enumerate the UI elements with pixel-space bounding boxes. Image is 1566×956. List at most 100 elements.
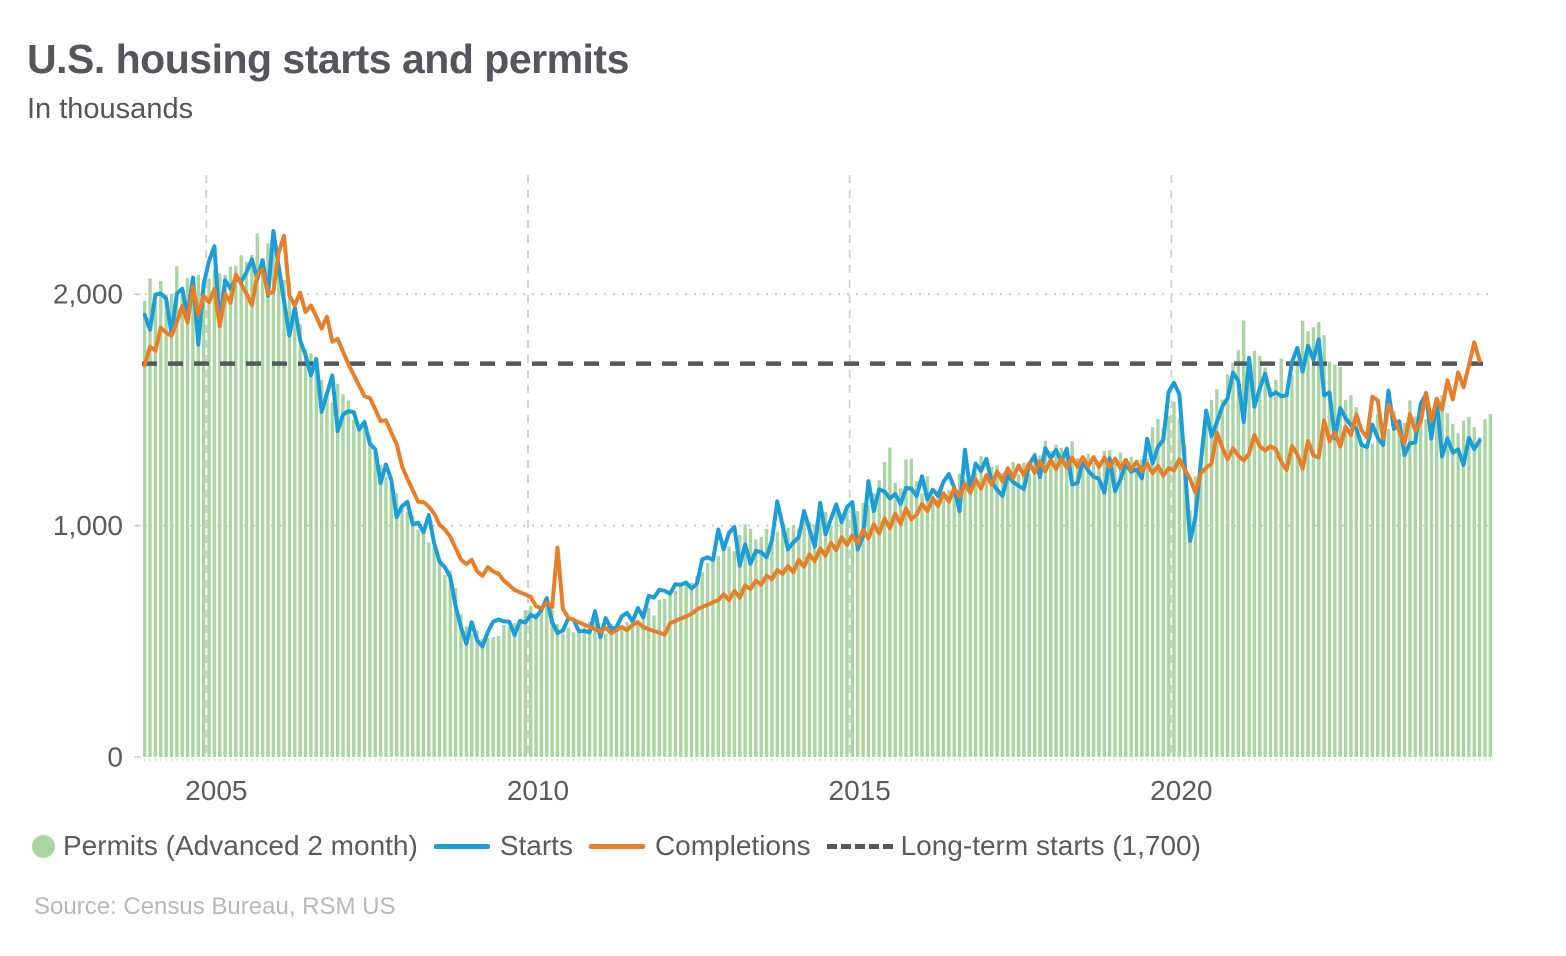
permits-bar — [389, 484, 393, 757]
permits-bar — [1488, 414, 1492, 757]
permits-bar — [394, 493, 399, 757]
permits-bar — [228, 266, 233, 757]
permits-bar — [416, 529, 420, 757]
permits-bar — [314, 360, 318, 757]
permits-bar — [1317, 322, 1321, 757]
permits-bar — [260, 259, 265, 757]
permits-bar — [1006, 466, 1010, 757]
permits-bar — [968, 475, 972, 757]
permits-bar — [1343, 400, 1348, 757]
permits-bar — [1333, 364, 1337, 757]
permits-bar — [1472, 427, 1476, 757]
permits-bar — [604, 633, 608, 757]
permits-bar — [1402, 423, 1407, 757]
permits-bar — [180, 294, 184, 757]
permits-bar — [1145, 458, 1149, 757]
permits-bar — [898, 488, 903, 757]
permits-bar — [1365, 447, 1369, 757]
permits-bar — [1016, 474, 1021, 757]
permits-bar — [1108, 450, 1112, 757]
permits-bar — [748, 529, 753, 757]
permits-bar — [764, 529, 769, 757]
permits-bar — [357, 431, 361, 757]
legend-label-longterm: Long-term starts (1,700) — [900, 830, 1201, 861]
permits-bar — [1102, 451, 1106, 757]
permits-bar — [780, 521, 785, 757]
permits-bar — [668, 591, 672, 757]
permits-bar — [770, 542, 774, 757]
permits-bar — [1193, 476, 1198, 757]
permits-bar — [1258, 355, 1262, 757]
permits-bar — [1097, 465, 1101, 757]
permits-bar — [893, 482, 897, 757]
permits-bar — [1209, 400, 1214, 757]
permits-bar — [738, 534, 742, 757]
permits-bar — [888, 447, 892, 757]
legend-label-starts: Starts — [499, 830, 573, 861]
permits-bar — [1204, 413, 1208, 757]
permits-bar — [539, 610, 544, 757]
permits-bar — [507, 626, 511, 757]
permits-bar — [319, 379, 324, 757]
permits-bar — [630, 618, 635, 757]
permits-bar — [1070, 441, 1074, 757]
permits-bar — [1354, 407, 1358, 757]
permits-bar — [823, 511, 828, 757]
permits-bar — [1349, 395, 1353, 757]
permits-bar — [952, 492, 956, 757]
permits-bar — [802, 511, 806, 757]
permits-bar — [352, 419, 356, 757]
permits-bar — [1231, 362, 1235, 757]
source-text: Source: Census Bureau, RSM US — [34, 893, 396, 920]
permits-bar — [995, 465, 999, 757]
permits-bar — [1263, 367, 1267, 757]
permits-bar — [1156, 418, 1160, 757]
permits-bar — [341, 394, 345, 757]
permits-bar — [1440, 395, 1444, 757]
permits-bar — [1225, 374, 1230, 757]
permits-bar — [839, 513, 844, 757]
permits-bar — [593, 611, 597, 757]
permits-bar — [1124, 458, 1128, 757]
x-tick-label: 2010 — [507, 775, 569, 806]
permits-bar — [148, 278, 152, 757]
permits-bar — [405, 511, 410, 757]
legend-item-completions: Completions — [588, 830, 811, 862]
completions-line-marker — [588, 843, 645, 849]
legend-item-longterm: Long-term starts (1,700) — [826, 830, 1201, 862]
permits-bar — [255, 233, 259, 758]
permits-bar — [1011, 461, 1015, 757]
permits-bar — [1435, 416, 1439, 757]
permits-bar — [1461, 420, 1466, 757]
permits-bar — [330, 402, 334, 757]
legend-label-permits: Permits (Advanced 2 month) — [63, 830, 418, 861]
permits-bar — [722, 548, 726, 757]
permits-bar — [641, 616, 645, 757]
permits-bar — [716, 556, 720, 757]
permits-bar — [561, 633, 565, 757]
permits-bar — [1118, 452, 1123, 757]
permits-bar — [941, 494, 946, 757]
permits-bar — [1359, 444, 1364, 757]
x-tick-label: 2005 — [185, 775, 247, 806]
permits-bar — [925, 476, 930, 757]
permits-bar — [191, 289, 195, 757]
legend: Permits (Advanced 2 month) Starts Comple… — [32, 830, 1217, 862]
permits-bar — [1091, 463, 1096, 757]
legend-item-permits: Permits (Advanced 2 month) — [32, 830, 418, 862]
permits-bar — [207, 278, 211, 757]
permits-bar — [1252, 350, 1257, 757]
permits-bar — [657, 599, 662, 757]
permits-bar — [598, 626, 603, 757]
permits-bar — [1413, 416, 1417, 757]
starts-line — [142, 229, 1482, 649]
permits-bar — [234, 265, 238, 757]
permits-bar — [1236, 350, 1241, 757]
permits-bar — [453, 588, 458, 757]
permits-bar — [689, 582, 694, 757]
permits-bar — [185, 278, 190, 757]
permits-bar — [1445, 413, 1450, 757]
legend-label-completions: Completions — [654, 830, 811, 861]
permits-bar — [1065, 455, 1069, 757]
permits-bar — [201, 280, 206, 757]
